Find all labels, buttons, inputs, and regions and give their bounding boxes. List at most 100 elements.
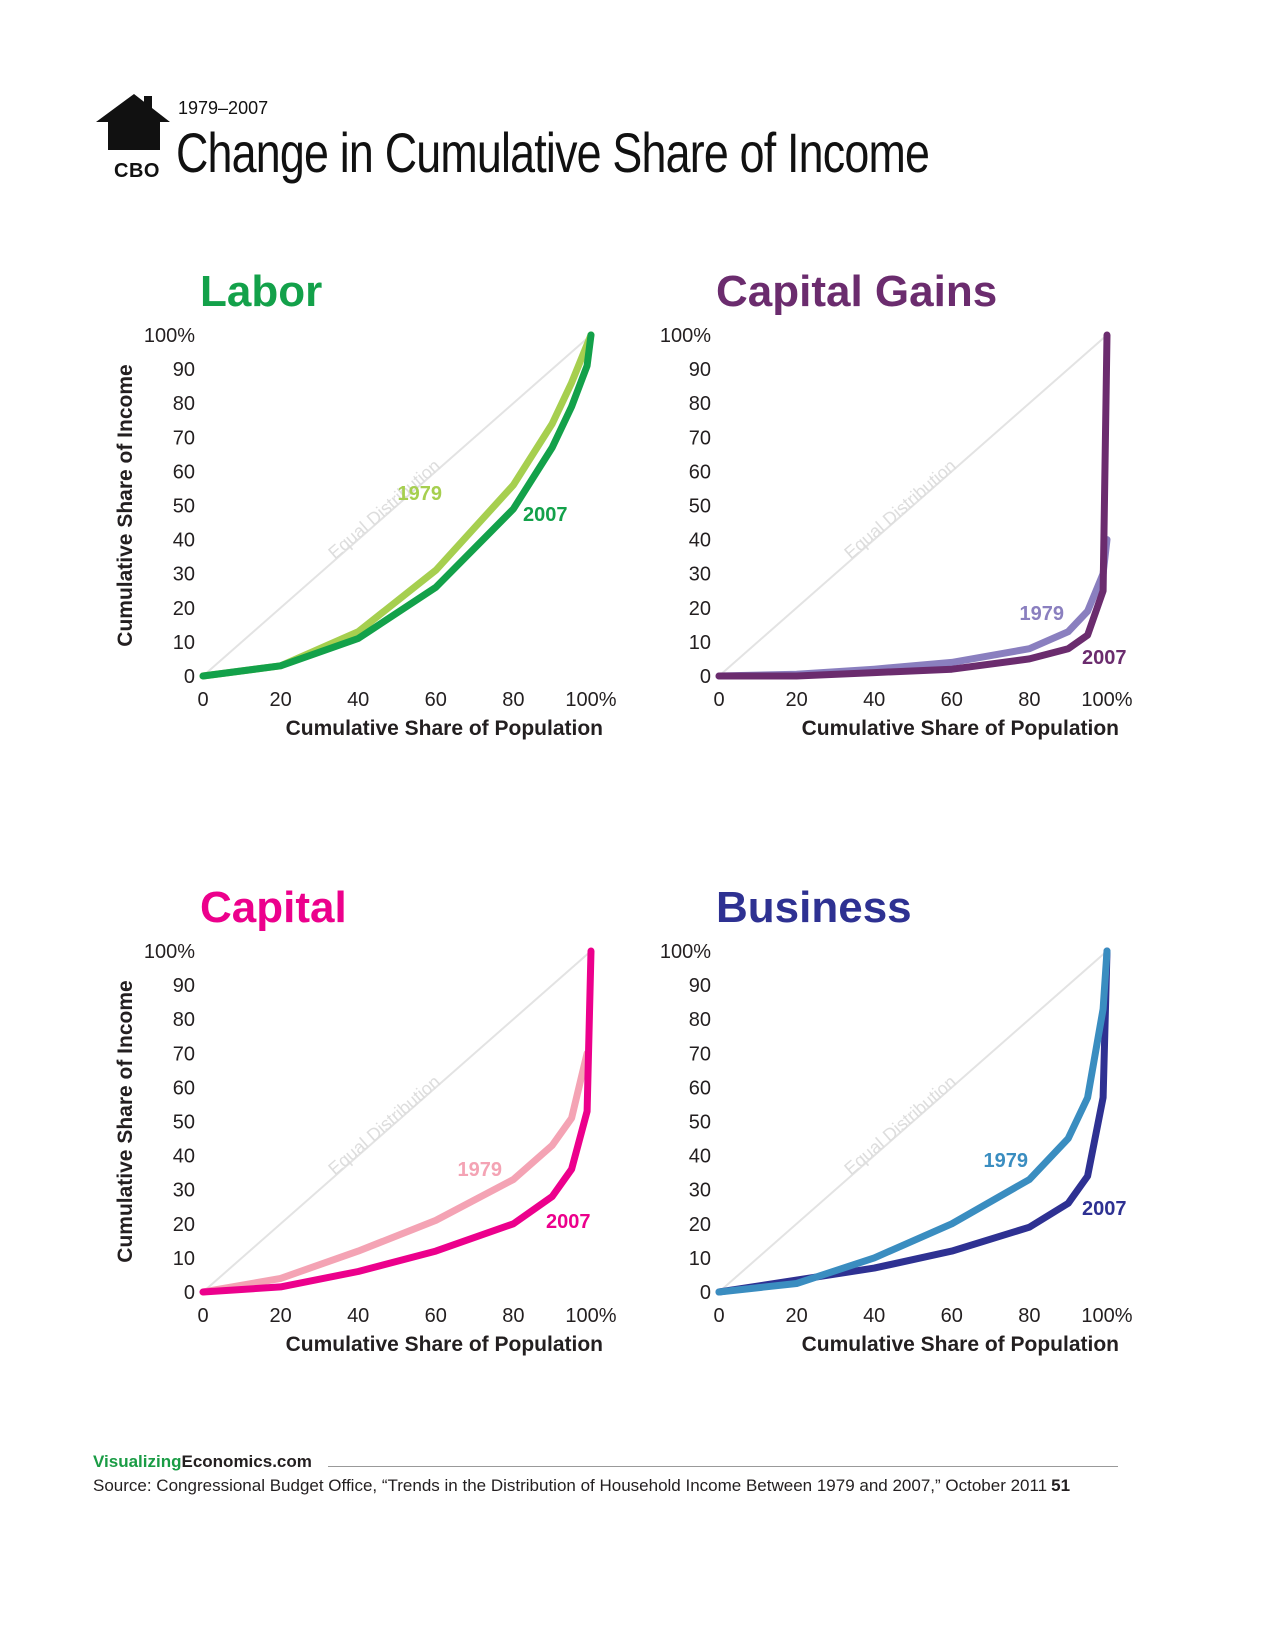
x-tick-label: 0 — [197, 689, 208, 711]
y-tick-label: 30 — [173, 1180, 195, 1202]
equal-distribution-line — [202, 334, 592, 677]
footer-source: Source: Congressional Budget Office, “Tr… — [93, 1476, 1070, 1496]
series-label-2007: 2007 — [1082, 1198, 1127, 1220]
y-tick-label: 100% — [144, 325, 195, 347]
y-tick-label: 100% — [660, 325, 711, 347]
y-tick-label: 0 — [184, 666, 195, 688]
x-tick-label: 80 — [1018, 689, 1040, 711]
equal-distribution-line — [202, 950, 592, 1293]
y-tick-label: 50 — [689, 496, 711, 518]
y-tick-label: 20 — [689, 598, 711, 620]
x-tick-label: 40 — [347, 1305, 369, 1327]
y-tick-label: 90 — [173, 975, 195, 997]
chart-svg: Capital Gains Equal Distribution 0 10 20 30 40… — [660, 267, 1133, 740]
y-tick-label: 30 — [173, 564, 195, 586]
y-tick-label: 70 — [173, 427, 195, 449]
chart-title: Business — [716, 883, 912, 932]
x-tick-label: 20 — [785, 1305, 807, 1327]
x-axis-title: Cumulative Share of Population — [802, 1333, 1119, 1356]
brand-part-a: Visualizing — [93, 1452, 182, 1471]
y-tick-label: 40 — [689, 530, 711, 552]
x-tick-label: 60 — [941, 689, 963, 711]
y-tick-label: 30 — [689, 564, 711, 586]
chart-svg: Capital Equal Distribution 0 10 20 30 40 50 60 70… — [114, 883, 617, 1356]
x-tick-label: 40 — [347, 689, 369, 711]
source-text: Source: Congressional Budget Office, “Tr… — [93, 1476, 1048, 1495]
y-tick-label: 0 — [700, 666, 711, 688]
x-axis-title: Cumulative Share of Population — [802, 717, 1119, 740]
y-tick-label: 90 — [689, 359, 711, 381]
x-tick-label: 100% — [1081, 689, 1132, 711]
y-tick-label: 80 — [173, 1009, 195, 1031]
brand-part-b: Economics.com — [181, 1452, 312, 1471]
x-tick-label: 60 — [425, 689, 447, 711]
y-tick-label: 60 — [689, 1077, 711, 1099]
chart-title: Labor — [200, 267, 322, 316]
page-header: CBO 1979–2007 Change in Cumulative Share… — [96, 92, 996, 202]
x-tick-label: 60 — [941, 1305, 963, 1327]
series-label-2007: 2007 — [523, 504, 568, 526]
series-label-2007: 2007 — [546, 1211, 591, 1233]
date-range: 1979–2007 — [178, 98, 269, 118]
y-tick-label: 90 — [689, 975, 711, 997]
y-tick-label: 50 — [173, 496, 195, 518]
x-tick-label: 80 — [1018, 1305, 1040, 1327]
y-tick-label: 20 — [173, 1214, 195, 1236]
y-tick-label: 30 — [689, 1180, 711, 1202]
y-axis-title: Cumulative Share of Income — [114, 364, 137, 646]
equal-distribution-line — [718, 950, 1108, 1293]
chart-title: Capital — [200, 883, 347, 932]
y-tick-label: 60 — [173, 461, 195, 483]
equal-distribution-label: Equal Distribution — [840, 455, 960, 563]
footer-divider — [328, 1466, 1118, 1467]
equal-distribution-label: Equal Distribution — [324, 455, 444, 563]
y-tick-label: 10 — [689, 632, 711, 654]
chart-svg: Business Equal Distribution 0 10 20 30 40 50 60 7… — [660, 883, 1133, 1356]
series-label-1979: 1979 — [398, 483, 443, 505]
y-tick-label: 60 — [173, 1077, 195, 1099]
y-tick-label: 20 — [173, 598, 195, 620]
x-axis-title: Cumulative Share of Population — [286, 1333, 603, 1356]
chart-business: Business Equal Distribution 0 10 20 30 40 50 60 7… — [612, 878, 1172, 1398]
y-axis-title: Cumulative Share of Income — [114, 980, 137, 1262]
page-number: 51 — [1051, 1476, 1071, 1495]
y-tick-label: 40 — [173, 530, 195, 552]
x-tick-label: 100% — [565, 1305, 616, 1327]
x-tick-label: 80 — [502, 689, 524, 711]
equal-distribution-label: Equal Distribution — [840, 1071, 960, 1179]
x-tick-label: 60 — [425, 1305, 447, 1327]
page-title: Change in Cumulative Share of Income — [176, 121, 930, 184]
x-axis-title: Cumulative Share of Population — [286, 717, 603, 740]
y-tick-label: 20 — [689, 1214, 711, 1236]
x-tick-label: 0 — [713, 1305, 724, 1327]
y-tick-label: 100% — [660, 941, 711, 963]
chart-capital-gains: Capital Gains Equal Distribution 0 10 20 30 40… — [612, 262, 1172, 782]
y-tick-label: 70 — [689, 1043, 711, 1065]
chart-labor: Labor Equal Distribution 0 10 20 30 40 50 60 70 80… — [96, 262, 656, 782]
y-tick-label: 100% — [144, 941, 195, 963]
y-tick-label: 0 — [184, 1282, 195, 1304]
series-label-2007: 2007 — [1082, 647, 1127, 669]
y-tick-label: 40 — [173, 1146, 195, 1168]
y-tick-label: 80 — [689, 1009, 711, 1031]
series-line-2007 — [199, 947, 595, 1296]
x-tick-label: 100% — [565, 689, 616, 711]
chart-capital: Capital Equal Distribution 0 10 20 30 40 50 60 70… — [96, 878, 656, 1398]
x-tick-label: 40 — [863, 1305, 885, 1327]
series-label-1979: 1979 — [458, 1159, 503, 1181]
y-tick-label: 10 — [173, 1248, 195, 1270]
y-tick-label: 0 — [700, 1282, 711, 1304]
x-tick-label: 100% — [1081, 1305, 1132, 1327]
x-tick-label: 20 — [269, 689, 291, 711]
y-tick-label: 80 — [689, 393, 711, 415]
x-tick-label: 0 — [197, 1305, 208, 1327]
y-tick-label: 10 — [689, 1248, 711, 1270]
y-tick-label: 50 — [173, 1112, 195, 1134]
series-line-2007 — [199, 331, 595, 680]
house-icon — [96, 94, 170, 150]
y-tick-label: 10 — [173, 632, 195, 654]
y-tick-label: 90 — [173, 359, 195, 381]
series-line-1979 — [715, 947, 1111, 1296]
x-tick-label: 20 — [785, 689, 807, 711]
y-tick-label: 40 — [689, 1146, 711, 1168]
